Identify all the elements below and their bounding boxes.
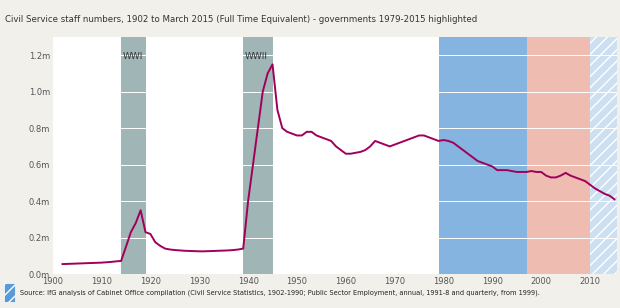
Bar [526,37,590,274]
Bar [438,37,526,274]
Text: Civil Service staff numbers, 1902 to March 2015 (Full Time Equivalent) - governm: Civil Service staff numbers, 1902 to Mar… [5,15,477,24]
Bar [590,37,617,274]
Bar [121,37,146,274]
Bar [4,283,15,302]
Text: WWI: WWI [123,52,143,62]
Text: WWII: WWII [245,52,268,62]
Bar [243,37,273,274]
Bar [590,37,617,274]
Text: Source: IfG analysis of Cabinet Office compilation (Civil Service Statistics, 19: Source: IfG analysis of Cabinet Office c… [20,289,540,296]
